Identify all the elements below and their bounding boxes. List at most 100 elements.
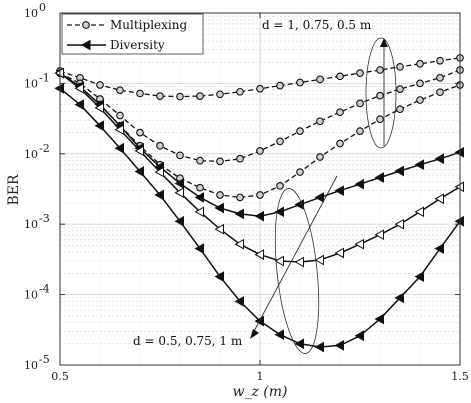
data-point (436, 88, 444, 97)
data-point (356, 99, 364, 108)
data-point (156, 141, 164, 150)
data-point (74, 99, 84, 110)
data-point (334, 340, 344, 351)
y-tick-exponent: -2 (39, 142, 50, 155)
annotation-ellipse-multiplexing (365, 37, 397, 149)
x-axis-label: w_z (m) (232, 384, 287, 400)
data-point (316, 153, 324, 161)
data-point (214, 223, 224, 235)
data-point (274, 329, 284, 340)
data-point (356, 69, 364, 77)
data-point (354, 178, 364, 190)
data-point (436, 56, 444, 65)
data-point (374, 313, 384, 325)
data-point (96, 81, 104, 89)
data-point (396, 62, 404, 71)
data-point (174, 187, 184, 199)
annotations-group: d = 1, 0.75, 0.5 m d = 0.5, 0.75, 1 m (133, 18, 397, 354)
data-point (354, 238, 364, 250)
data-point (314, 254, 324, 266)
data-point (194, 243, 204, 254)
data-point (336, 72, 344, 81)
data-point (416, 96, 424, 104)
y-tick-exponent: -4 (39, 283, 50, 296)
data-point (414, 159, 424, 171)
y-tick-label: 10 (24, 289, 38, 302)
data-point (216, 157, 224, 166)
data-point (114, 124, 124, 136)
y-tick-label: 10 (24, 77, 38, 90)
data-point (136, 128, 144, 137)
y-tick-exponent: -5 (39, 353, 50, 366)
data-point (194, 192, 204, 203)
data-point (174, 215, 184, 227)
data-point (356, 127, 364, 135)
data-point (416, 59, 424, 68)
y-tick-exponent: -1 (39, 71, 50, 84)
data-point (234, 208, 244, 220)
data-point (296, 168, 304, 176)
legend-label-diversity: Diversity (110, 38, 165, 52)
data-point (154, 166, 164, 178)
data-point (434, 193, 444, 205)
data-point (256, 191, 264, 199)
data-point (296, 78, 304, 87)
data-point (94, 102, 104, 114)
data-point (334, 247, 344, 259)
data-point (436, 73, 444, 82)
data-point (196, 92, 204, 100)
data-point (334, 185, 344, 196)
data-point (276, 182, 284, 190)
data-point (376, 115, 384, 124)
data-point (254, 249, 264, 260)
data-point (396, 85, 404, 93)
data-point (254, 210, 264, 222)
annotation-text-multiplexing: d = 1, 0.75, 0.5 m (262, 18, 372, 32)
data-point (394, 165, 404, 177)
data-point (294, 256, 304, 268)
data-point (94, 120, 104, 132)
data-point (236, 193, 244, 202)
data-point (314, 341, 324, 353)
y-tick-label: 10 (24, 218, 38, 231)
annotation-arrowhead-diversity (250, 329, 259, 339)
data-point (336, 108, 344, 117)
data-point (236, 154, 244, 163)
data-point (274, 206, 284, 218)
data-point (376, 66, 384, 74)
data-point (396, 105, 404, 114)
annotation-arrow-diversity (251, 175, 338, 336)
data-point (116, 86, 124, 95)
y-tick-label: 10 (24, 359, 38, 372)
data-point (134, 166, 144, 177)
data-point (214, 202, 224, 214)
data-point (216, 191, 224, 199)
data-point (274, 255, 284, 267)
data-point (136, 89, 144, 98)
data-point (196, 156, 204, 165)
x-tick-label: 0.5 (51, 370, 69, 383)
data-point (154, 189, 164, 201)
data-point (156, 92, 164, 100)
data-point (434, 243, 444, 254)
y-tick-label: 10 (24, 148, 38, 161)
data-point (414, 206, 424, 218)
data-point (394, 218, 404, 230)
data-point (174, 178, 184, 189)
data-point (276, 137, 284, 146)
legend-marker-diversity (80, 39, 91, 51)
data-point (134, 145, 144, 157)
data-point (336, 139, 344, 148)
data-point (314, 192, 324, 203)
x-tick-label: 1.5 (451, 370, 469, 383)
series-group (54, 54, 464, 353)
data-point (236, 87, 244, 96)
data-point (374, 229, 384, 241)
data-point (176, 92, 184, 101)
data-point (176, 151, 184, 160)
y-tick-exponent: -3 (39, 212, 50, 225)
data-point (374, 172, 384, 183)
data-point (354, 330, 364, 342)
annotation-ellipse-diversity (274, 188, 320, 354)
